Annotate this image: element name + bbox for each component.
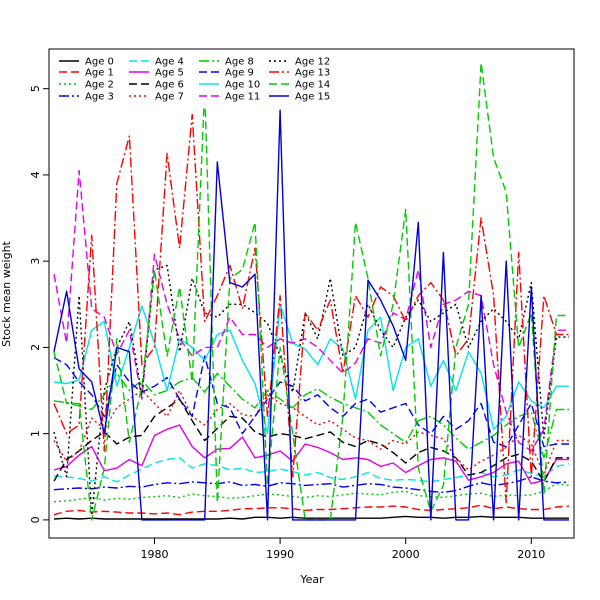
legend-label-age-4: Age 4 — [155, 57, 184, 68]
plot-frame — [48, 48, 575, 539]
y-tick-label: 1 — [29, 430, 42, 437]
series-line-age-11 — [53, 169, 569, 452]
chart-axes: 1980 1990 2000 2010 0 1 2 3 4 5 — [29, 85, 545, 561]
x-tick-label: 1990 — [266, 548, 294, 561]
legend-label-age-3: Age 3 — [85, 92, 114, 103]
x-tick-label: 1980 — [141, 548, 169, 561]
x-tick-label: 2000 — [392, 548, 420, 561]
series-line-age-7 — [53, 389, 569, 476]
legend-label-age-0: Age 0 — [85, 57, 114, 68]
chart-lines — [53, 62, 570, 521]
y-tick-label: 0 — [29, 516, 42, 523]
y-tick-label: 4 — [29, 171, 42, 178]
series-line-age-0 — [53, 515, 569, 520]
series-line-age-14 — [53, 62, 569, 521]
series-line-age-6 — [53, 398, 569, 483]
y-axis-label: Stock mean weight — [0, 240, 13, 346]
series-line-age-13 — [53, 113, 569, 504]
y-tick-label: 2 — [29, 344, 42, 351]
y-tick-label: 5 — [29, 85, 42, 92]
legend-label-age-1: Age 1 — [85, 68, 114, 79]
series-line-age-5 — [53, 424, 569, 485]
series-line-age-15 — [53, 109, 569, 521]
y-tick-label: 3 — [29, 258, 42, 265]
x-axis-label: Year — [299, 573, 324, 586]
series-line-age-4 — [53, 457, 570, 483]
legend-label-age-7: Age 7 — [155, 92, 184, 103]
series-line-age-1 — [53, 504, 570, 516]
legend-label-age-9: Age 9 — [225, 68, 254, 79]
legend-label-age-10: Age 10 — [225, 80, 260, 91]
legend-label-age-12: Age 12 — [295, 57, 330, 68]
legend-label-age-15: Age 15 — [295, 92, 330, 103]
legend-label-age-11: Age 11 — [225, 92, 260, 103]
legend-label-age-13: Age 13 — [295, 68, 330, 79]
legend-label-age-14: Age 14 — [295, 80, 330, 91]
x-tick-label: 2010 — [517, 548, 545, 561]
legend-label-age-8: Age 8 — [225, 57, 254, 68]
legend-label-age-5: Age 5 — [155, 68, 184, 79]
legend-label-age-2: Age 2 — [85, 80, 114, 91]
legend-label-age-6: Age 6 — [155, 80, 184, 91]
series-line-age-10 — [53, 303, 569, 435]
series-line-age-8 — [53, 372, 569, 459]
